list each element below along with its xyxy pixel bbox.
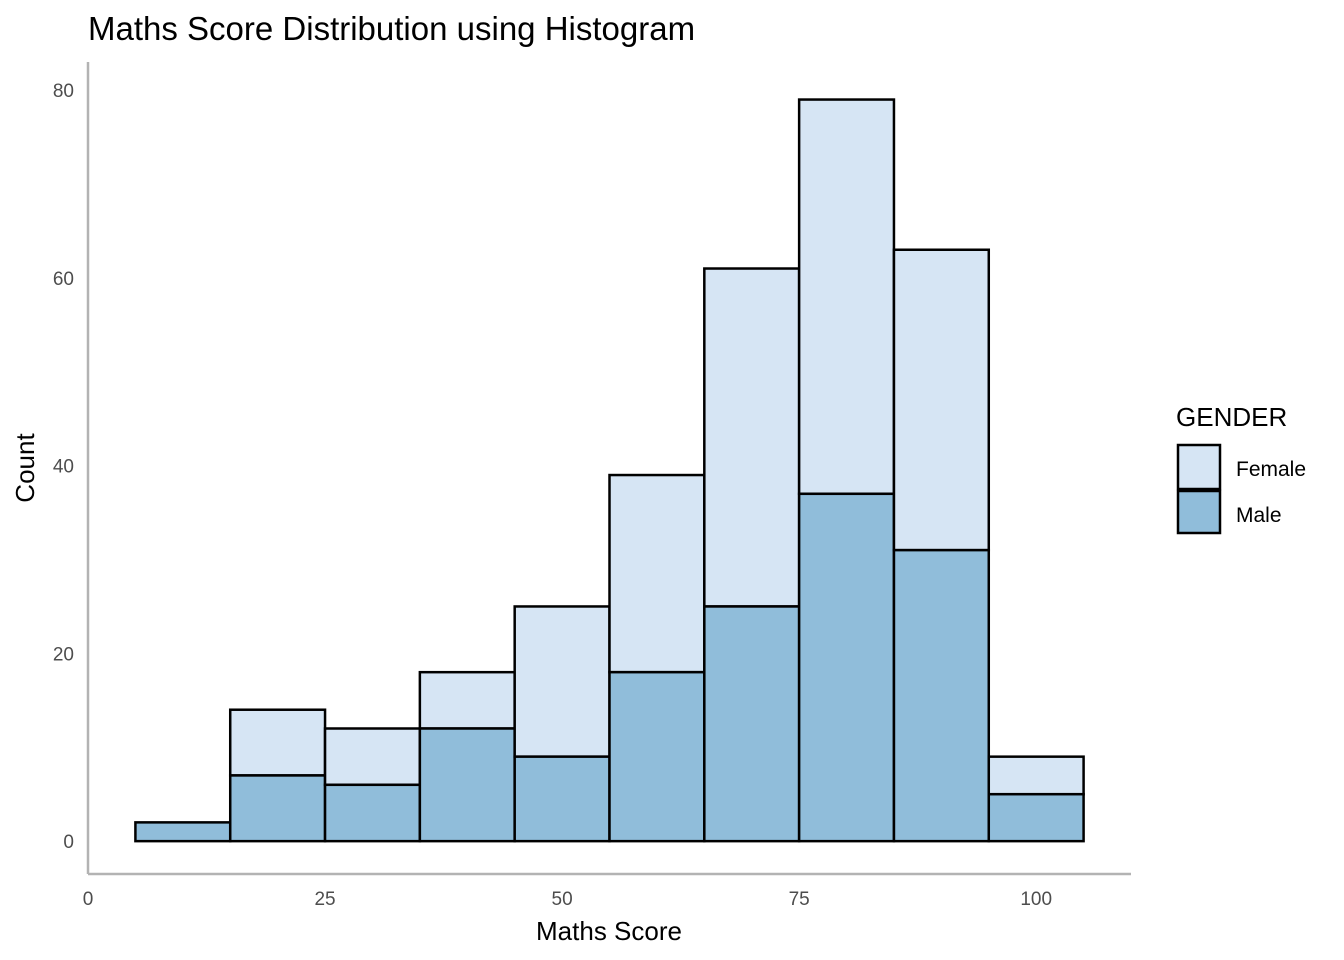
x-tick-label: 0 — [83, 889, 94, 910]
bars-layer — [134, 98, 1085, 843]
bar-female-bin-2 — [323, 727, 422, 787]
y-tick-label: 20 — [53, 644, 74, 665]
legend: GENDER Female Male — [1176, 402, 1306, 535]
bar-male-bin-5 — [608, 670, 706, 843]
bar-male-bin-4 — [513, 755, 611, 843]
bar-male-bin-8 — [892, 548, 991, 843]
bar-female-bin-4 — [513, 605, 611, 758]
bar-female-bin-1 — [228, 708, 327, 777]
x-tick-label: 25 — [314, 889, 335, 910]
legend-swatch-male — [1176, 489, 1222, 535]
bar-female-bin-7 — [797, 98, 896, 496]
x-tick-label: 100 — [1020, 889, 1052, 910]
bar-male-bin-6 — [703, 605, 801, 843]
bar-female-bin-3 — [418, 670, 516, 730]
bar-male-bin-7 — [797, 492, 896, 843]
legend-label-female: Female — [1236, 458, 1306, 481]
y-tick-label: 80 — [53, 81, 74, 102]
bar-male-bin-3 — [418, 727, 516, 843]
x-tick-labels: 0 25 50 75 100 — [83, 889, 1052, 910]
bar-female-bin-9 — [987, 755, 1085, 796]
y-tick-labels: 0 20 40 60 80 — [53, 81, 74, 853]
legend-swatch-female — [1176, 443, 1222, 491]
bar-male-bin-0 — [134, 821, 232, 843]
chart-title: Maths Score Distribution using Histogram — [88, 10, 695, 47]
bar-male-bin-1 — [228, 774, 327, 843]
bar-male-bin-2 — [323, 783, 422, 843]
x-tick-label: 75 — [789, 889, 810, 910]
legend-title: GENDER — [1176, 402, 1287, 432]
y-tick-label: 60 — [53, 269, 74, 290]
bar-female-bin-8 — [892, 248, 991, 552]
x-tick-label: 50 — [552, 889, 573, 910]
bar-male-bin-9 — [987, 792, 1085, 843]
bar-female-bin-6 — [703, 267, 801, 608]
y-tick-label: 40 — [53, 457, 74, 478]
bar-female-bin-5 — [608, 473, 706, 674]
y-tick-label: 0 — [63, 832, 74, 853]
x-axis-title: Maths Score — [536, 916, 682, 946]
y-axis-title: Count — [10, 433, 40, 503]
legend-label-male: Male — [1236, 504, 1282, 527]
